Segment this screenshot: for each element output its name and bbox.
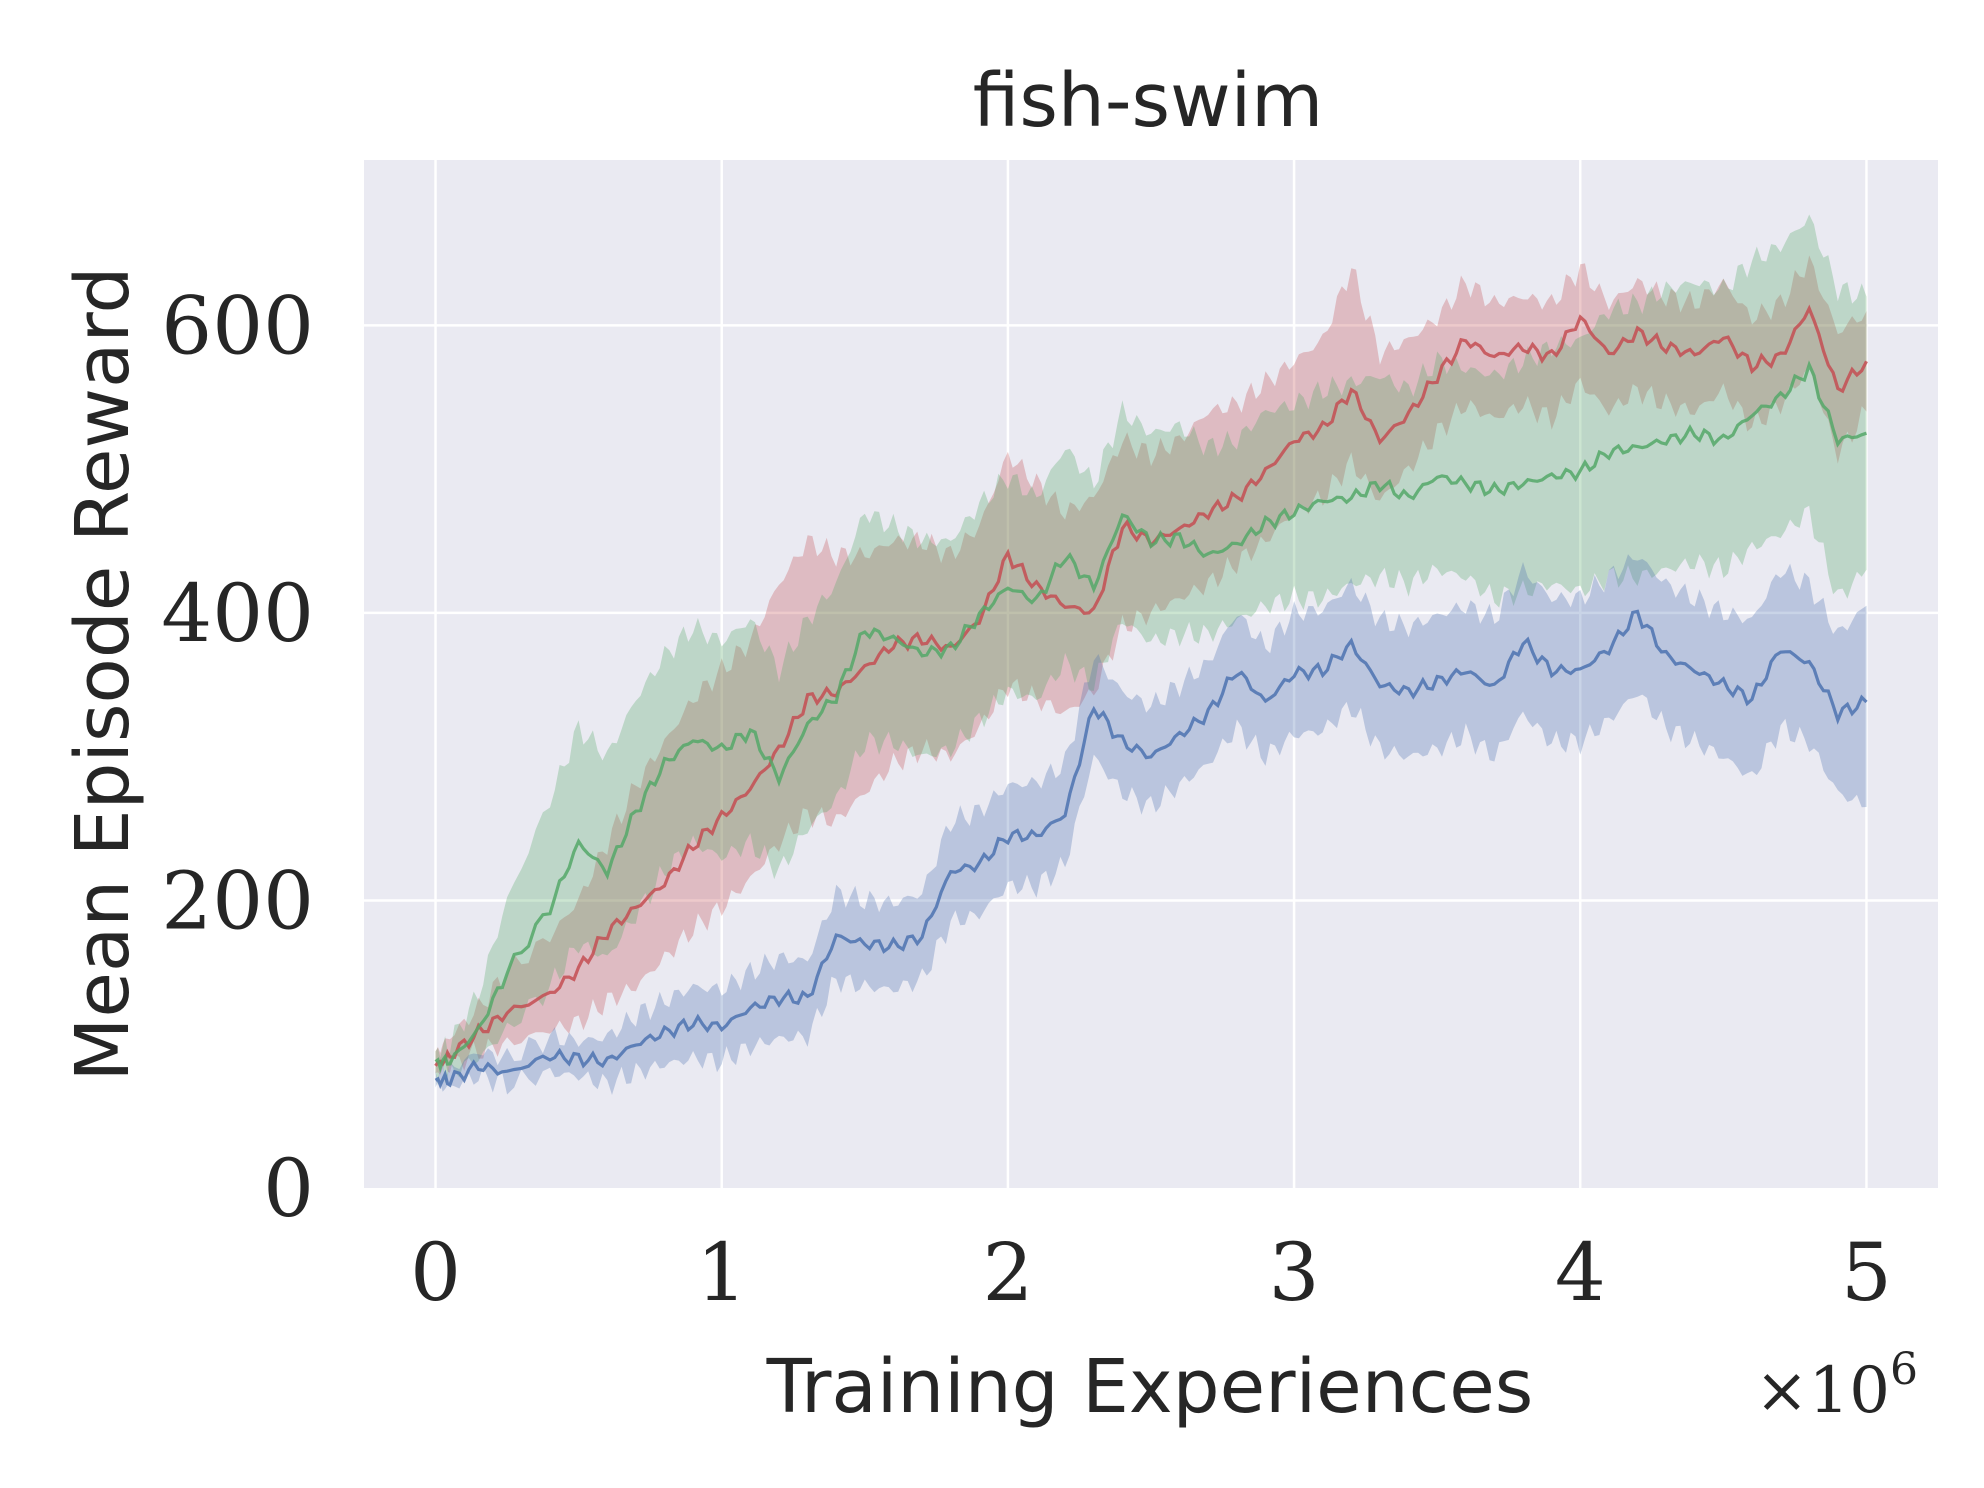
series-lines	[434, 304, 1868, 1090]
y-tick-labels: 0 200 400 600	[161, 279, 314, 1235]
x-tick-label: 5	[1841, 1226, 1892, 1319]
chart-title: fish-swim	[973, 58, 1324, 144]
y-tick-label: 200	[161, 854, 314, 947]
x-tick-label: 2	[982, 1226, 1033, 1319]
x-tick-label: 0	[410, 1226, 461, 1319]
y-axis-label: Mean Episode Reward	[60, 267, 146, 1082]
x-axis-label: Training Experiences	[766, 1344, 1534, 1430]
x-tick-labels: 0 1 2 3 4 5	[410, 1226, 1892, 1319]
x-multiplier-exponent: 6	[1890, 1344, 1918, 1395]
y-tick-label: 0	[263, 1142, 314, 1235]
y-tick-label: 600	[161, 279, 314, 372]
y-tick-label: 400	[161, 567, 314, 660]
x-multiplier-label: ×106	[1755, 1344, 1918, 1428]
series-line	[434, 360, 1868, 1074]
series-line	[434, 609, 1868, 1090]
x-tick-label: 4	[1555, 1226, 1606, 1319]
plot-area	[364, 160, 1938, 1188]
x-tick-label: 3	[1269, 1226, 1320, 1319]
grid	[364, 160, 1938, 1188]
confidence-band	[435, 214, 1867, 1086]
confidence-band	[435, 554, 1867, 1095]
x-tick-label: 1	[696, 1226, 747, 1319]
